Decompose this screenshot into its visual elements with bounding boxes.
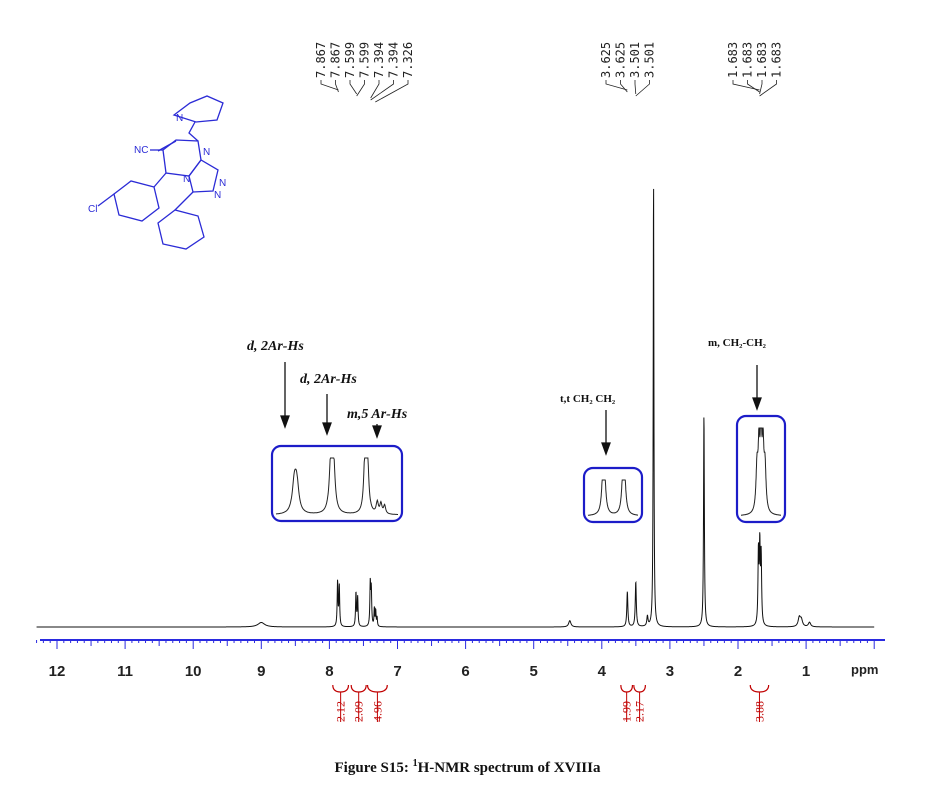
peak-label: 7.599 [358,42,372,78]
integral-value: 3.88 [752,701,766,722]
caption-text: H-NMR spectrum of XVIIIa [417,760,601,776]
x-tick-label: 2 [734,663,742,680]
inset-ch2-trace [587,479,638,516]
peak-leader [320,80,339,91]
peak-label: 3.501 [643,42,657,78]
peak-leader [370,80,394,101]
ring-n-label: N [203,147,210,158]
peak-label: 7.867 [314,42,328,78]
integral-value: 4.96 [370,701,384,722]
caption-prefix: Figure S15: [334,760,413,776]
chlorine-label: Cl [88,204,97,215]
spectrum-trace [36,188,875,628]
x-tick-label: 7 [393,663,401,680]
peak-leader [635,80,650,97]
inset-ch2 [582,466,644,524]
peak-label: 3.501 [628,42,642,78]
peak-label: 7.599 [343,42,357,78]
x-tick-label: 9 [257,663,265,680]
peak-label: 7.867 [329,42,343,78]
x-tick-label: 12 [49,663,66,680]
peak-label: 3.625 [614,42,628,78]
caption-superscript: 1 [412,758,418,769]
chemical-structure [97,95,224,250]
inset-aromatic-trace [275,457,398,515]
x-tick-label: 8 [325,663,333,680]
x-axis: 12 11 10 9 8 7 6 5 4 3 2 1 [36,639,885,680]
peak-leader [732,80,760,91]
ring-n-label: N [214,190,221,201]
integral-bracket [620,684,634,693]
annotation-arrowhead [752,397,762,411]
x-tick-label: 3 [666,663,674,680]
annotation-label: d, 2Ar-Hs [300,372,357,387]
integral-value: 2.12 [334,701,348,722]
annotation-arrowhead [372,425,382,439]
peak-leader [759,80,763,95]
annotation-label: d, 2Ar-Hs [247,339,304,354]
zoom-insets [270,414,787,524]
peak-label: 3.625 [599,42,613,78]
peak-leader [747,80,760,93]
annotation-label: t,t CH₂ CH₂ [560,393,616,405]
integral-value: 2.09 [352,701,366,722]
integral-value: 1.99 [620,701,634,722]
peak-leader [605,80,628,91]
peak-label: 1.683 [726,42,740,78]
peak-label: 7.394 [387,42,401,78]
x-tick-label: 5 [530,663,538,680]
inset-ch2ch2-trace [741,427,781,516]
integrals: 2.12 2.09 4.96 1.992.17 3.88 [332,684,770,722]
integral-bracket [350,684,367,693]
molecule-labels: NC N N N N N Cl [88,113,226,215]
peak-label: 7.326 [401,42,415,78]
x-axis-unit: ppm [851,662,878,677]
peak-leader [620,80,628,93]
x-tick-label: 11 [117,663,133,680]
x-tick-label: 4 [598,663,607,680]
annotation-arrowhead [280,415,290,429]
peak-label: 1.683 [770,42,784,78]
x-tick-label: 6 [461,663,469,680]
integral-value: 2.17 [633,701,647,722]
peak-leader [759,80,777,97]
annotation-label: m,5 Ar-Hs [347,407,408,422]
peak-leader [375,80,409,103]
annotation-label: m, CH₂-CH₂ [708,337,767,349]
integral-bracket [366,684,388,693]
pyrrolidine-link [188,121,199,142]
nitrile-label: NC [134,145,148,156]
peak-leader [356,80,365,97]
integral-bracket [332,684,350,693]
annotations: d, 2Ar-Hs d, 2Ar-Hs m,5 Ar-Hs t,t CH₂ CH… [247,337,767,456]
peak-leader [349,80,358,95]
annotation-arrowhead [322,422,332,436]
annotation-arrowhead [601,442,611,456]
figure-caption: Figure S15: 1H-NMR spectrum of XVIIIa [0,758,935,777]
peak-label: 7.394 [372,42,386,78]
integral-bracket [633,684,646,693]
inset-ch2ch2 [735,414,787,524]
x-tick-label: 10 [185,663,202,680]
ring-n-label: N [176,113,183,124]
peak-leader [370,80,380,99]
ring-n-label: N [183,174,190,185]
integral-bracket [749,684,770,693]
peak-label-list: 7.867 7.867 7.599 7.599 7.394 7.394 7.326 3.625… [314,42,784,103]
peak-leader [634,80,637,95]
inset-aromatic [270,444,404,523]
peak-leader [335,80,339,93]
peak-label: 1.683 [741,42,755,78]
ring-n-label: N [219,178,226,189]
x-tick-label: 1 [802,663,810,680]
peak-label: 1.683 [755,42,769,78]
